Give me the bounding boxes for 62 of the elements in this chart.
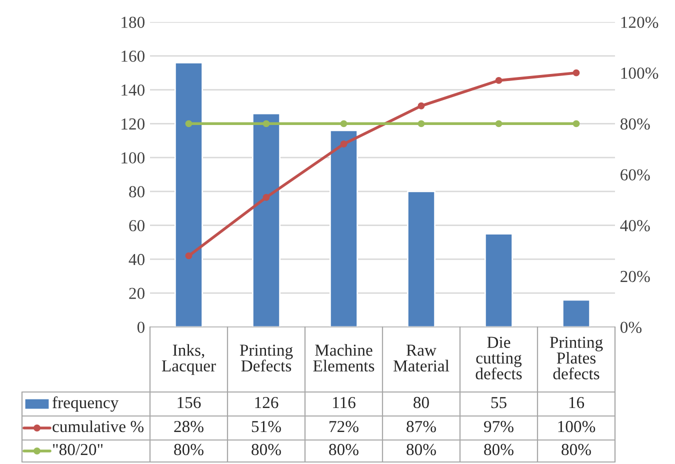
point xyxy=(418,120,425,128)
point xyxy=(572,69,580,76)
bar xyxy=(252,112,281,327)
x-tick-label: Die cutting defects xyxy=(476,336,522,380)
data-label: 100% xyxy=(558,420,596,432)
point xyxy=(185,120,192,128)
data-label: 80% xyxy=(174,444,204,456)
data-label: 87% xyxy=(406,420,436,432)
legend-label: cumulative % xyxy=(52,420,144,432)
y-tick-label: 140 xyxy=(122,84,145,96)
y2-tick-label: 20% xyxy=(620,270,650,282)
y-tick-label: 40 xyxy=(128,254,145,266)
bar xyxy=(329,130,358,327)
data-label: 28% xyxy=(174,420,204,432)
data-label: 97% xyxy=(484,420,514,432)
data-label: 80% xyxy=(562,444,591,456)
y-tick-label: 80 xyxy=(129,186,145,198)
data-label: 80 xyxy=(414,396,429,408)
data-label: 55 xyxy=(491,397,506,408)
point xyxy=(185,252,192,260)
bar xyxy=(174,62,204,327)
point xyxy=(262,120,270,128)
x-tick-label: Machine Elements xyxy=(313,344,374,372)
data-label: 80% xyxy=(329,444,358,456)
legend-label: "80/20" xyxy=(53,444,103,456)
y2-tick-label: 60% xyxy=(620,169,650,180)
y-tick-label: 20 xyxy=(129,288,145,300)
y-tick-label: 60 xyxy=(129,220,145,232)
data-label: 156 xyxy=(178,396,201,408)
y-tick-label: 120 xyxy=(122,118,145,130)
y2-tick-label: 80% xyxy=(620,118,650,130)
bar xyxy=(406,190,436,327)
y2-tick-label: 100% xyxy=(621,68,658,79)
bar xyxy=(484,233,514,327)
y2-tick-label: 40% xyxy=(620,220,650,232)
data-label: 72% xyxy=(330,420,358,432)
x-tick-label: Printing Plates defects xyxy=(550,336,603,380)
point xyxy=(340,120,348,128)
data-label: 80% xyxy=(484,444,514,456)
point xyxy=(262,194,270,201)
legend-label: frequency xyxy=(52,396,119,412)
x-tick-label: Raw Material xyxy=(394,344,450,372)
data-label: 126 xyxy=(255,396,278,408)
y2-tick-label: 120% xyxy=(621,16,658,28)
y-tick-label: 100 xyxy=(122,152,145,164)
point xyxy=(340,140,348,148)
y-tick-label: 180 xyxy=(122,16,145,28)
x-tick-label: Inks, Lacquer xyxy=(162,344,216,375)
bar xyxy=(562,299,591,327)
data-label: 116 xyxy=(333,396,356,408)
point xyxy=(418,102,425,110)
y2-tick-label: 0% xyxy=(620,322,642,333)
data-label: 80% xyxy=(406,444,436,456)
point xyxy=(495,76,502,84)
data-label: 80% xyxy=(252,444,281,456)
y-tick-label: 0 xyxy=(137,322,145,333)
y-tick-label: 160 xyxy=(122,50,145,62)
point xyxy=(495,120,502,128)
x-tick-label: Printing Defects xyxy=(240,344,293,372)
data-label: 51% xyxy=(252,420,281,432)
data-label: 16 xyxy=(569,396,584,408)
point xyxy=(572,120,580,128)
